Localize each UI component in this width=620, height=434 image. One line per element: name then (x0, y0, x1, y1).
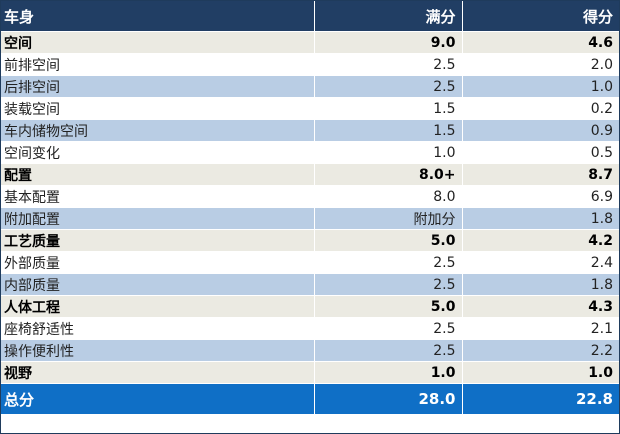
total-row: 总分 28.0 22.8 (1, 383, 619, 414)
item-row: 前排空间 2.5 2.0 (1, 53, 619, 76)
row-full-score: 1.5 (313, 97, 462, 120)
row-label: 内部质量 (1, 273, 314, 296)
total-label: 总分 (1, 383, 314, 414)
row-label: 操作便利性 (1, 339, 314, 362)
total-score: 22.8 (461, 383, 619, 414)
row-label: 附加配置 (1, 207, 314, 230)
category-row: 工艺质量 5.0 4.2 (1, 229, 619, 252)
row-score: 0.5 (461, 141, 619, 164)
row-label: 空间变化 (1, 141, 314, 164)
category-row: 配置 8.0+ 8.7 (1, 163, 619, 186)
item-row: 座椅舒适性 2.5 2.1 (1, 317, 619, 340)
row-label: 后排空间 (1, 75, 314, 98)
row-label: 基本配置 (1, 185, 314, 208)
item-row: 后排空间 2.5 1.0 (1, 75, 619, 98)
header-category: 车身 (1, 1, 314, 32)
row-full-score: 2.5 (313, 339, 462, 362)
item-row: 外部质量 2.5 2.4 (1, 251, 619, 274)
score-table: 车身 满分 得分 空间 9.0 4.6 前排空间 2.5 2.0 后排空间 2.5 1.0 装载空… (1, 1, 619, 414)
row-full-score: 5.0 (313, 229, 462, 252)
row-score: 1.8 (461, 207, 619, 230)
item-row: 装载空间 1.5 0.2 (1, 97, 619, 120)
header-score: 得分 (461, 1, 619, 32)
table-header-row: 车身 满分 得分 (1, 1, 619, 32)
table-body: 空间 9.0 4.6 前排空间 2.5 2.0 后排空间 2.5 1.0 装载空间 1.5 0.2 车内… (1, 31, 619, 384)
row-full-score: 2.5 (313, 251, 462, 274)
row-score: 0.9 (461, 119, 619, 142)
row-score: 4.2 (461, 229, 619, 252)
row-score: 1.8 (461, 273, 619, 296)
category-row: 人体工程 5.0 4.3 (1, 295, 619, 318)
row-score: 4.3 (461, 295, 619, 318)
item-row: 空间变化 1.0 0.5 (1, 141, 619, 164)
item-row: 车内储物空间 1.5 0.9 (1, 119, 619, 142)
row-full-score: 附加分 (313, 207, 462, 230)
row-full-score: 8.0+ (313, 163, 462, 186)
item-row: 内部质量 2.5 1.8 (1, 273, 619, 296)
row-label: 外部质量 (1, 251, 314, 274)
row-label: 车内储物空间 (1, 119, 314, 142)
header-full-score: 满分 (313, 1, 462, 32)
row-label: 人体工程 (1, 295, 314, 318)
row-score: 1.0 (461, 361, 619, 384)
category-row: 视野 1.0 1.0 (1, 361, 619, 384)
item-row: 附加配置 附加分 1.8 (1, 207, 619, 230)
row-score: 2.4 (461, 251, 619, 274)
row-label: 空间 (1, 31, 314, 54)
row-label: 配置 (1, 163, 314, 186)
row-full-score: 1.0 (313, 141, 462, 164)
row-full-score: 2.5 (313, 317, 462, 340)
row-score: 2.2 (461, 339, 619, 362)
row-label: 工艺质量 (1, 229, 314, 252)
category-row: 空间 9.0 4.6 (1, 31, 619, 54)
row-label: 前排空间 (1, 53, 314, 76)
row-label: 装载空间 (1, 97, 314, 120)
total-full-score: 28.0 (313, 383, 462, 414)
row-full-score: 1.0 (313, 361, 462, 384)
row-full-score: 2.5 (313, 53, 462, 76)
row-full-score: 8.0 (313, 185, 462, 208)
row-full-score: 1.5 (313, 119, 462, 142)
row-score: 2.0 (461, 53, 619, 76)
row-full-score: 9.0 (313, 31, 462, 54)
row-score: 0.2 (461, 97, 619, 120)
row-full-score: 5.0 (313, 295, 462, 318)
row-full-score: 2.5 (313, 75, 462, 98)
item-row: 基本配置 8.0 6.9 (1, 185, 619, 208)
item-row: 操作便利性 2.5 2.2 (1, 339, 619, 362)
row-score: 1.0 (461, 75, 619, 98)
row-label: 视野 (1, 361, 314, 384)
row-label: 座椅舒适性 (1, 317, 314, 340)
row-score: 6.9 (461, 185, 619, 208)
row-score: 4.6 (461, 31, 619, 54)
row-score: 8.7 (461, 163, 619, 186)
row-full-score: 2.5 (313, 273, 462, 296)
row-score: 2.1 (461, 317, 619, 340)
